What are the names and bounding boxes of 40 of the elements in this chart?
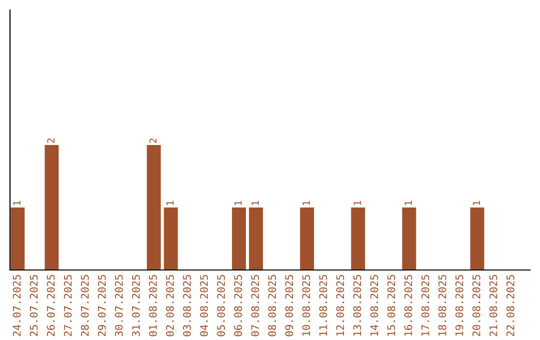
x-tick-label: 16.08.2025 [404, 275, 412, 336]
x-tick-label: 29.07.2025 [98, 275, 106, 336]
x-tick-label: 20.08.2025 [472, 275, 480, 336]
data-label: 1 [302, 200, 310, 205]
x-tick-label: 17.08.2025 [421, 275, 430, 336]
x-tick-label: 27.07.2025 [64, 275, 72, 336]
x-tick-label: 25.07.2025 [30, 275, 38, 336]
data-label: 1 [234, 200, 242, 205]
x-tick-label: 05.08.2025 [217, 275, 225, 336]
x-tick-label: 30.07.2025 [114, 275, 123, 336]
x-tick-label: 21.08.2025 [489, 275, 498, 336]
data-label: 1 [166, 200, 174, 205]
x-tick-label: 10.08.2025 [302, 275, 310, 336]
x-tick-label: 03.08.2025 [183, 275, 191, 336]
x-tick-label: 07.08.2025 [251, 275, 260, 336]
x-tick-label: 28.07.2025 [80, 275, 89, 336]
x-tick-label: 19.08.2025 [455, 275, 464, 336]
data-label: 2 [47, 138, 54, 143]
data-label: 2 [149, 138, 157, 143]
x-tick-label: 14.08.2025 [370, 275, 378, 336]
data-label: 1 [252, 200, 259, 205]
x-tick-label: 09.08.2025 [285, 275, 294, 336]
x-tick-label: 18.08.2025 [438, 275, 446, 336]
data-label: 1 [13, 200, 20, 205]
x-tick-label: 13.08.2025 [353, 275, 362, 336]
data-label: 1 [472, 200, 480, 205]
x-tick-label: 04.08.2025 [200, 275, 208, 336]
x-tick-label: 11.08.2025 [319, 275, 328, 336]
data-label: 1 [404, 200, 412, 205]
x-tick-label: 01.08.2025 [149, 275, 157, 336]
x-tick-label: 22.08.2025 [506, 275, 514, 336]
x-tick-label: 08.08.2025 [268, 275, 276, 336]
x-tick-label: 26.07.2025 [46, 275, 55, 336]
x-tick-label: 02.08.2025 [166, 275, 174, 336]
x-tick-label: 15.08.2025 [387, 275, 396, 336]
x-tick-label: 06.08.2025 [234, 275, 242, 336]
x-tick-label: 31.07.2025 [132, 275, 140, 336]
x-tick-label: 24.07.2025 [12, 275, 21, 336]
x-tick-label: 12.08.2025 [336, 275, 344, 336]
data-label: 1 [354, 200, 361, 205]
